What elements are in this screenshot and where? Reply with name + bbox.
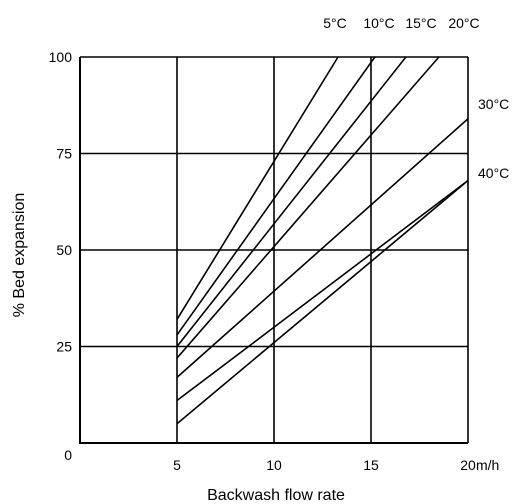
x-axis-label: Backwash flow rate bbox=[207, 487, 345, 504]
series-line-30C bbox=[176, 118, 469, 378]
y-tick-50: 50 bbox=[56, 242, 72, 258]
series-label-30C: 30°C bbox=[478, 96, 509, 112]
x-tick-20: 20 bbox=[460, 457, 476, 473]
series-line-10C bbox=[176, 56, 376, 336]
series-label-15C: 15°C bbox=[405, 15, 436, 31]
series-label-5C: 5°C bbox=[323, 15, 347, 31]
x-tick-5: 5 bbox=[173, 457, 181, 473]
x-tick-15: 15 bbox=[363, 457, 379, 473]
series-line-20C bbox=[176, 56, 440, 359]
x-tick-10: 10 bbox=[266, 457, 282, 473]
y-axis-label: % Bed expansion bbox=[11, 193, 28, 318]
grid bbox=[79, 56, 469, 444]
series-label-20C: 20°C bbox=[448, 15, 479, 31]
series-line-40C bbox=[176, 179, 469, 402]
series-line-5C bbox=[176, 56, 339, 320]
series-line-15C bbox=[176, 56, 407, 347]
series-labels: 5°C 10°C 15°C 20°C 30°C 40°C bbox=[323, 15, 509, 181]
series-label-10C: 10°C bbox=[363, 15, 394, 31]
origin-tick-0: 0 bbox=[64, 447, 72, 463]
series-lines bbox=[176, 56, 469, 425]
x-unit-label: m/h bbox=[476, 457, 499, 473]
y-tick-25: 25 bbox=[56, 339, 72, 355]
tick-labels: 5 10 15 20 25 50 75 100 0 bbox=[49, 49, 476, 473]
series-line-unlabeled-6 bbox=[176, 179, 469, 425]
series-label-40C: 40°C bbox=[478, 165, 509, 181]
y-tick-100: 100 bbox=[49, 49, 73, 65]
y-tick-75: 75 bbox=[56, 146, 72, 162]
